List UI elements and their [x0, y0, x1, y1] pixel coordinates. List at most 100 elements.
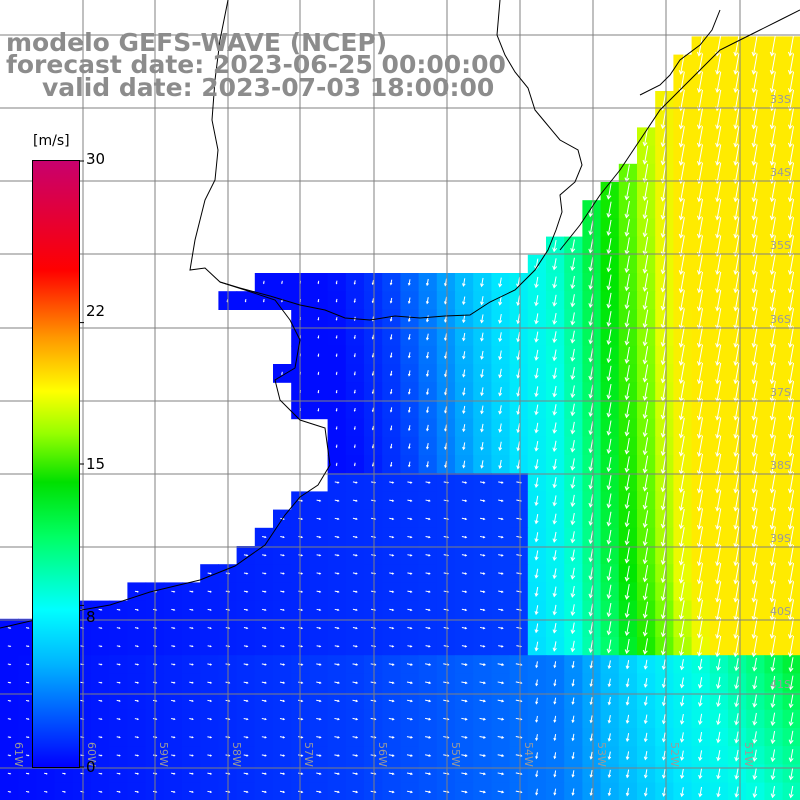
wind-arrow	[116, 681, 121, 684]
wind-arrow	[316, 517, 322, 521]
wind-arrow	[334, 535, 340, 539]
wind-arrow	[624, 620, 630, 637]
wind-arrow	[733, 617, 740, 640]
wind-arrow	[624, 419, 630, 437]
wind-arrow	[7, 627, 12, 629]
wind-arrow	[207, 772, 213, 775]
wind-arrow	[281, 280, 283, 285]
wind-arrow	[189, 645, 194, 648]
wind-arrow	[678, 326, 685, 348]
wind-arrow	[534, 586, 539, 597]
wind-arrow	[624, 401, 630, 419]
wind-arrow	[498, 608, 504, 612]
wind-arrow	[606, 383, 612, 400]
wind-arrow	[751, 199, 758, 221]
wind-arrow	[335, 444, 338, 449]
wind-arrow	[716, 731, 721, 744]
wind-arrow	[480, 460, 484, 469]
wind-arrow	[207, 736, 213, 739]
wind-arrow	[606, 201, 612, 218]
wind-arrow	[480, 369, 484, 379]
wind-arrow	[44, 790, 48, 793]
wind-arrow	[552, 477, 557, 489]
wind-arrow	[552, 349, 558, 362]
wind-arrow	[642, 437, 649, 456]
wind-arrow	[552, 367, 558, 380]
wind-arrow	[279, 717, 286, 721]
wind-arrow	[462, 387, 466, 396]
wind-arrow	[588, 421, 594, 436]
wind-arrow	[316, 772, 322, 775]
wind-arrow	[480, 423, 484, 433]
wind-arrow	[444, 369, 448, 378]
wind-arrow	[642, 601, 649, 619]
wind-arrow	[498, 554, 504, 557]
wind-arrow	[44, 772, 48, 775]
wind-arrow	[625, 733, 630, 743]
wind-arrow	[660, 144, 667, 166]
wind-arrow	[606, 420, 612, 436]
wind-arrow	[262, 590, 267, 593]
wind-arrow	[497, 772, 505, 776]
wind-arrow	[425, 351, 429, 359]
lon-label: 59W	[157, 742, 170, 767]
wind-arrow	[679, 677, 685, 689]
wind-arrow	[769, 53, 776, 75]
wind-arrow	[535, 752, 539, 760]
wind-arrow	[751, 563, 758, 585]
wind-arrow	[769, 144, 776, 166]
lon-label: 60W	[85, 742, 98, 767]
wind-arrow	[570, 348, 576, 362]
wind-arrow	[261, 663, 267, 666]
wind-arrow	[389, 443, 393, 449]
wind-arrow	[661, 732, 666, 743]
wind-arrow	[461, 790, 468, 794]
wind-arrow	[498, 423, 503, 433]
wind-arrow	[606, 621, 612, 636]
wind-arrow	[734, 676, 740, 690]
wind-arrow	[316, 554, 322, 557]
wind-arrow	[552, 294, 558, 307]
wind-arrow	[570, 622, 576, 635]
wind-arrow	[334, 717, 340, 721]
wind-arrow	[716, 713, 721, 726]
wind-arrow	[352, 554, 358, 557]
wind-arrow	[353, 353, 356, 358]
wind-arrow	[207, 790, 213, 793]
wind-arrow	[407, 425, 411, 432]
wind-arrow	[607, 733, 612, 742]
lon-label: 55W	[449, 742, 462, 767]
wind-arrow	[660, 199, 667, 220]
wind-arrow	[697, 677, 703, 689]
wind-arrow	[498, 535, 504, 539]
wind-arrow	[243, 681, 249, 684]
wind-arrow	[588, 512, 594, 526]
wind-arrow	[606, 219, 612, 237]
wind-arrow	[787, 108, 795, 130]
wind-arrow	[642, 473, 649, 492]
wind-arrow	[498, 386, 503, 397]
wind-arrow	[335, 426, 338, 430]
wind-arrow	[661, 677, 667, 689]
wind-arrow	[660, 601, 667, 620]
wind-arrow	[98, 645, 103, 648]
wind-arrow	[425, 499, 431, 502]
wind-arrow	[498, 277, 503, 288]
wind-arrow	[280, 536, 285, 539]
wind-arrow	[769, 472, 776, 494]
wind-arrow	[371, 444, 374, 449]
wind-arrow	[7, 754, 12, 757]
wind-arrow	[316, 754, 322, 757]
wind-arrow	[353, 334, 356, 340]
wind-arrow	[625, 714, 630, 724]
wind-arrow	[552, 385, 558, 398]
wind-arrow	[642, 200, 649, 220]
wind-arrow	[371, 407, 374, 413]
wind-arrow	[624, 328, 630, 346]
wind-arrow	[207, 718, 213, 721]
wind-arrow	[734, 694, 740, 708]
wind-arrow	[134, 790, 140, 793]
wind-arrow	[642, 127, 649, 147]
wind-arrow	[570, 312, 576, 326]
wind-arrow	[335, 462, 338, 467]
